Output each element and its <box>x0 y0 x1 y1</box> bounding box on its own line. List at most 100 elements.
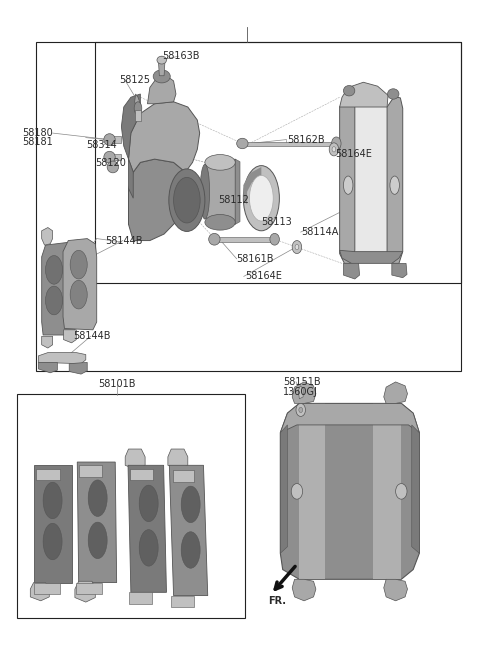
Text: 58151B: 58151B <box>283 377 320 387</box>
Ellipse shape <box>107 161 119 173</box>
Ellipse shape <box>390 176 399 194</box>
Polygon shape <box>63 238 96 330</box>
Ellipse shape <box>104 134 115 145</box>
Polygon shape <box>169 465 208 596</box>
Polygon shape <box>34 583 60 595</box>
Polygon shape <box>42 242 76 335</box>
Polygon shape <box>387 97 403 263</box>
Polygon shape <box>340 95 355 263</box>
Text: 58120: 58120 <box>96 158 126 168</box>
Ellipse shape <box>46 256 62 284</box>
Polygon shape <box>340 82 388 107</box>
Polygon shape <box>171 596 194 607</box>
Ellipse shape <box>70 250 87 279</box>
Text: 58163B: 58163B <box>162 51 199 61</box>
Polygon shape <box>340 250 403 263</box>
Polygon shape <box>280 403 420 579</box>
Text: 58161B: 58161B <box>237 254 274 264</box>
Ellipse shape <box>332 137 341 150</box>
Polygon shape <box>343 263 360 279</box>
Polygon shape <box>135 94 140 110</box>
Ellipse shape <box>299 407 302 413</box>
Polygon shape <box>292 579 316 600</box>
Polygon shape <box>38 363 57 373</box>
Ellipse shape <box>243 166 279 231</box>
Ellipse shape <box>88 480 107 516</box>
Ellipse shape <box>104 151 115 163</box>
Ellipse shape <box>169 169 205 231</box>
Ellipse shape <box>332 147 336 152</box>
Ellipse shape <box>396 484 407 499</box>
Polygon shape <box>373 403 401 579</box>
Ellipse shape <box>46 286 62 315</box>
Polygon shape <box>38 353 86 364</box>
Ellipse shape <box>134 102 142 115</box>
Polygon shape <box>63 330 76 343</box>
Ellipse shape <box>343 85 355 96</box>
Polygon shape <box>355 107 387 252</box>
Polygon shape <box>384 382 408 403</box>
Text: 58164E: 58164E <box>335 149 372 159</box>
Polygon shape <box>147 76 176 104</box>
Polygon shape <box>130 468 153 480</box>
Polygon shape <box>125 449 145 470</box>
Polygon shape <box>79 465 102 477</box>
Ellipse shape <box>250 175 273 221</box>
Ellipse shape <box>329 143 339 156</box>
Text: 58112: 58112 <box>218 195 249 205</box>
Polygon shape <box>36 468 60 480</box>
Polygon shape <box>173 470 194 482</box>
Ellipse shape <box>88 522 107 558</box>
Polygon shape <box>299 386 303 399</box>
Polygon shape <box>34 465 72 583</box>
Ellipse shape <box>387 89 399 99</box>
Ellipse shape <box>237 138 248 148</box>
Polygon shape <box>216 237 273 242</box>
Ellipse shape <box>200 164 210 219</box>
Text: 58181: 58181 <box>22 137 52 147</box>
Ellipse shape <box>296 403 305 417</box>
Ellipse shape <box>139 485 158 522</box>
Ellipse shape <box>205 214 235 230</box>
Polygon shape <box>168 449 188 470</box>
Ellipse shape <box>295 244 299 250</box>
Polygon shape <box>300 403 325 579</box>
Text: 58144B: 58144B <box>73 331 110 342</box>
Polygon shape <box>129 593 152 604</box>
Ellipse shape <box>181 486 200 522</box>
Polygon shape <box>30 583 49 600</box>
Polygon shape <box>75 581 96 602</box>
Polygon shape <box>109 154 121 160</box>
Text: 58180: 58180 <box>22 128 52 138</box>
Polygon shape <box>42 227 53 245</box>
Polygon shape <box>77 462 117 583</box>
Polygon shape <box>128 465 167 593</box>
Polygon shape <box>109 136 121 143</box>
Ellipse shape <box>157 57 167 64</box>
Text: 58101B: 58101B <box>98 379 135 389</box>
Polygon shape <box>243 167 261 205</box>
Ellipse shape <box>343 176 353 194</box>
Polygon shape <box>292 382 316 403</box>
Polygon shape <box>280 403 420 433</box>
Polygon shape <box>158 57 165 76</box>
Polygon shape <box>129 159 192 240</box>
Ellipse shape <box>43 482 62 519</box>
Ellipse shape <box>70 281 87 309</box>
Polygon shape <box>121 94 140 224</box>
Text: 58113: 58113 <box>261 217 292 227</box>
Ellipse shape <box>139 530 158 566</box>
Text: 1360GJ: 1360GJ <box>283 387 318 397</box>
Polygon shape <box>243 141 335 146</box>
Ellipse shape <box>181 532 200 568</box>
Ellipse shape <box>43 523 62 560</box>
Ellipse shape <box>153 70 170 83</box>
Text: FR.: FR. <box>268 596 287 606</box>
Polygon shape <box>135 110 141 122</box>
Text: 58114A: 58114A <box>301 227 339 237</box>
Polygon shape <box>42 336 53 348</box>
Polygon shape <box>129 102 200 172</box>
Ellipse shape <box>292 240 301 254</box>
Ellipse shape <box>209 233 220 245</box>
Text: 58162B: 58162B <box>288 135 325 145</box>
